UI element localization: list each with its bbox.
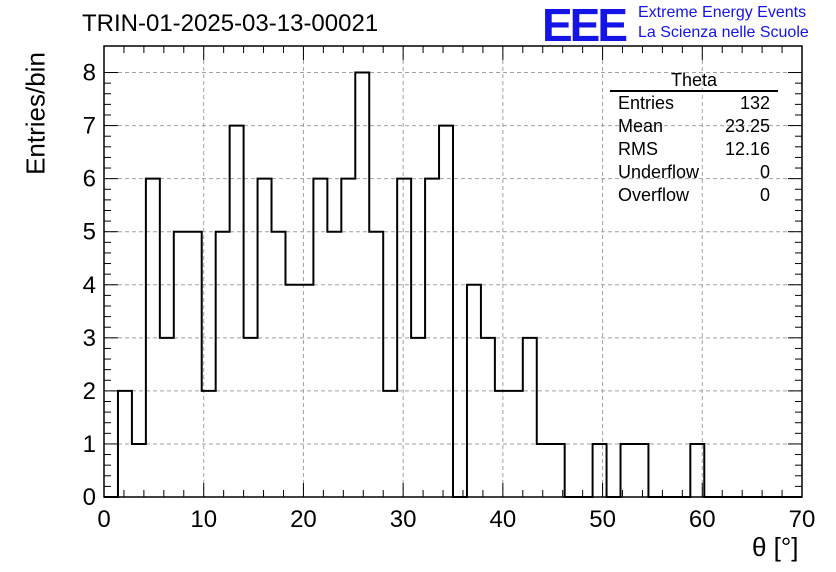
stats-value: 0	[759, 185, 770, 205]
y-tick-label: 5	[83, 219, 96, 246]
stats-row: Underflow 0	[610, 161, 778, 184]
y-tick-label: 8	[83, 60, 96, 87]
stats-label: RMS	[618, 139, 658, 159]
histogram-bin	[132, 444, 146, 497]
histogram-bin	[551, 444, 565, 497]
stats-box: Theta Entries 132 Mean 23.25 RMS 12.16 U…	[610, 70, 778, 207]
histogram-bin	[174, 232, 188, 497]
stats-label: Overflow	[618, 185, 690, 205]
histogram-bin	[160, 338, 174, 497]
histogram-bin	[634, 444, 648, 497]
histogram-bin	[216, 232, 230, 497]
histogram-line	[104, 71, 802, 498]
stats-label: Mean	[618, 116, 664, 136]
stats-row: Overflow 0	[610, 184, 778, 207]
histogram-bin	[230, 126, 244, 497]
histogram-bin	[621, 444, 635, 497]
stats-value: 23.25	[724, 116, 770, 136]
histogram-bin	[481, 338, 495, 497]
x-tick-label: 20	[290, 506, 317, 533]
eee-logo: EEE	[542, 0, 628, 51]
x-tick-label: 50	[589, 506, 616, 533]
stats-row: Mean 23.25	[610, 115, 778, 138]
histogram-bin	[411, 338, 425, 497]
x-tick-label: 60	[689, 506, 716, 533]
histogram-bin	[537, 444, 551, 497]
stats-value: 0	[759, 162, 770, 182]
histogram-bin	[327, 232, 341, 497]
chart-title: TRIN-01-2025-03-13-00021	[82, 10, 379, 37]
x-tick-label: 70	[789, 506, 816, 533]
logo-subtitle-1: Extreme Energy Events	[638, 4, 807, 21]
stats-title: Theta	[610, 70, 778, 92]
histogram-bin	[523, 338, 537, 497]
y-tick-label: 0	[83, 484, 96, 511]
histogram-bin	[272, 232, 286, 497]
x-axis-label: θ [°]	[752, 532, 799, 562]
histogram-bin	[439, 126, 453, 497]
stats-value: 132	[739, 93, 770, 113]
y-tick-label: 1	[83, 431, 96, 458]
stats-label: Entries	[618, 93, 675, 113]
histogram-bin	[244, 338, 258, 497]
y-tick-label: 4	[83, 272, 96, 299]
histogram-bin	[369, 232, 383, 497]
x-tick-label: 40	[490, 506, 517, 533]
logo-subtitle-2: La Scienza nelle Scuole	[638, 24, 809, 41]
y-tick-label: 6	[83, 166, 96, 193]
x-tick-label: 30	[390, 506, 417, 533]
x-tick-label: 10	[190, 506, 217, 533]
histogram-bin	[188, 232, 202, 497]
stats-value: 12.16	[724, 139, 770, 159]
stats-row: RMS 12.16	[610, 138, 778, 161]
stats-row: Entries 132	[610, 92, 778, 115]
histogram-bin	[593, 444, 607, 497]
x-tick-label: 0	[97, 506, 110, 533]
stats-label: Underflow	[618, 162, 700, 182]
y-tick-label: 2	[83, 378, 96, 405]
y-axis-label: Entries/bin	[20, 52, 51, 175]
y-tick-label: 3	[83, 325, 96, 352]
y-tick-label: 7	[83, 113, 96, 140]
